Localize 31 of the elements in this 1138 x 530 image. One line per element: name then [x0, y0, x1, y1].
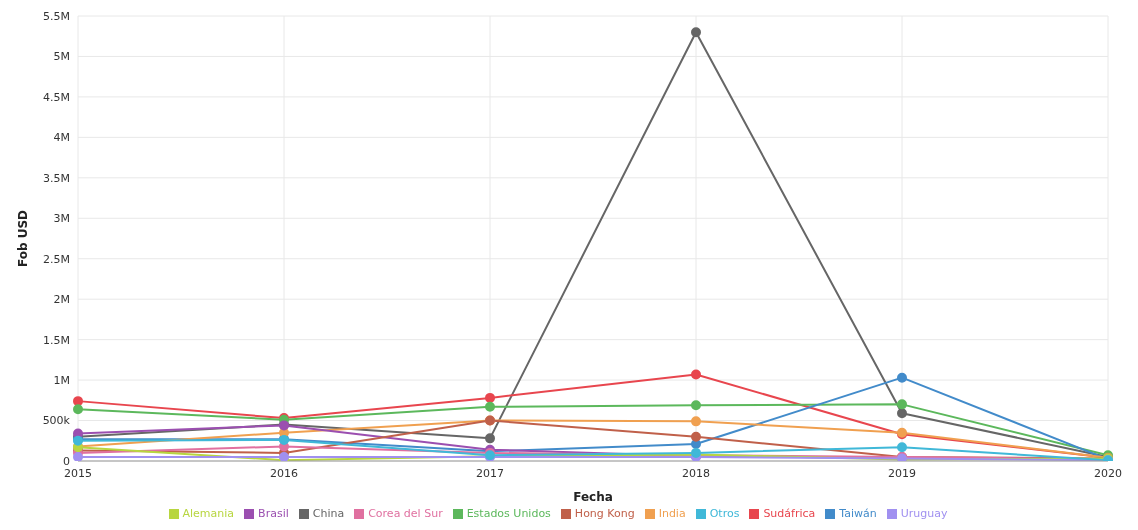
x-tick-label: 2016 — [270, 466, 298, 480]
x-tick-label: 2020 — [1094, 466, 1122, 480]
y-tick-label: 3M — [53, 212, 70, 226]
legend-label: Hong Kong — [574, 507, 635, 520]
y-tick-label: 3.5M — [43, 171, 70, 185]
y-tick-label: 4M — [53, 131, 70, 145]
y-tick-label: 2.5M — [43, 252, 70, 266]
x-tick-label: 2019 — [888, 466, 916, 480]
x-tick-label: 2017 — [476, 466, 504, 480]
y-tick-label: 5.5M — [43, 9, 70, 23]
legend-label: Corea del Sur — [368, 507, 443, 520]
x-tick-label: 2018 — [682, 466, 710, 480]
y-tick-label: 0 — [63, 454, 70, 468]
legend-label: China — [312, 507, 345, 520]
legend-label: Sudáfrica — [763, 507, 816, 520]
legend-label: Uruguay — [900, 507, 948, 520]
legend-label: Otros — [709, 507, 740, 520]
y-tick-label: 1M — [53, 374, 70, 387]
y-tick-label: 500k — [42, 414, 71, 428]
x-tick-label: 2015 — [64, 466, 92, 480]
legend-label: Estados Unidos — [466, 507, 551, 520]
legend-label: Taiwán — [839, 507, 877, 520]
y-tick-label: 1.5M — [43, 333, 70, 347]
legend-label: India — [658, 507, 686, 520]
y-tick-label: 2M — [53, 293, 70, 307]
y-axis-title: Fob USD — [16, 209, 31, 268]
x-axis-title: Fecha — [573, 490, 613, 504]
y-tick-label: 4.5M — [43, 90, 70, 104]
legend-label: Alemania — [182, 507, 235, 520]
legend-label: Brasil — [258, 507, 289, 520]
y-tick-label: 5M — [53, 50, 70, 64]
